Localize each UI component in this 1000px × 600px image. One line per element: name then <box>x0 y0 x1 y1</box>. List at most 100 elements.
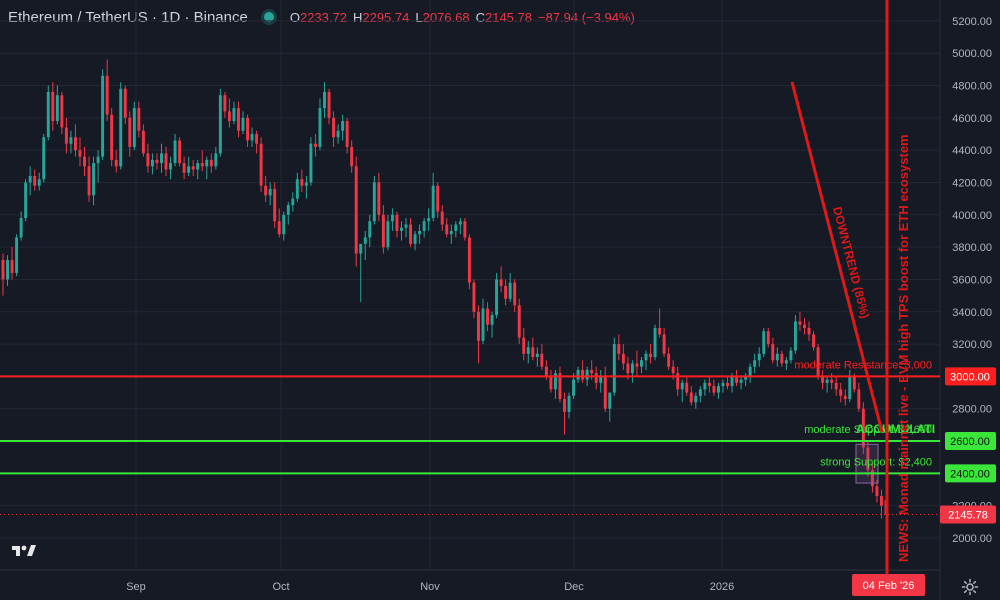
y-tick-label: 4200.00 <box>952 177 992 189</box>
candle-body <box>92 163 96 196</box>
candle-body <box>160 153 163 164</box>
candle-body <box>250 134 254 141</box>
candle-body <box>209 159 213 167</box>
candle-body <box>372 182 376 222</box>
candle-body <box>55 95 59 122</box>
candle-body <box>37 179 41 186</box>
candle-body <box>549 376 553 390</box>
candle-body <box>504 285 508 299</box>
y-tick-label: 3200.00 <box>952 339 992 351</box>
last-price-badge <box>940 505 996 524</box>
candle-body <box>621 353 625 364</box>
y-tick-label: 4800.00 <box>952 81 992 93</box>
candle-body <box>640 360 643 367</box>
candle-body <box>28 176 32 183</box>
candle-body <box>870 470 874 487</box>
candle-body <box>137 108 141 131</box>
candle-body <box>535 353 539 358</box>
candle-body <box>449 230 453 235</box>
candle-body <box>227 111 231 122</box>
candle-body <box>291 198 295 206</box>
x-tick-label: Oct <box>272 581 289 593</box>
candle-body <box>735 376 739 383</box>
candle-body <box>259 143 263 186</box>
candle-body <box>101 75 105 157</box>
candle-body <box>766 331 770 345</box>
y-tick-label: 3600.00 <box>952 274 992 286</box>
level-label: moderate Support: $2,600 <box>804 424 932 436</box>
candle-body <box>350 146 354 167</box>
candle-body <box>848 376 852 400</box>
candle-body <box>517 305 521 338</box>
candle-body <box>327 91 331 118</box>
candle-body <box>69 137 73 144</box>
candle-body <box>671 366 675 374</box>
level-axis-badge <box>945 432 996 451</box>
candle-body <box>590 369 594 374</box>
candle-body <box>662 334 666 354</box>
candle-body <box>553 373 557 390</box>
level-label: strong Support: $2,400 <box>820 456 932 468</box>
candle-body <box>436 185 440 212</box>
candle-body <box>744 376 748 380</box>
candle-body <box>567 395 571 412</box>
candle-body <box>698 389 702 396</box>
candle-body <box>803 324 806 328</box>
candle-body <box>345 121 349 147</box>
gear-icon[interactable] <box>961 578 979 596</box>
candle-body <box>812 334 816 348</box>
candle-body <box>264 185 268 196</box>
candle-body <box>685 382 689 393</box>
candle-body <box>128 117 132 147</box>
candle-body <box>839 389 843 396</box>
candle-body <box>223 95 227 112</box>
candle-body <box>155 159 159 164</box>
candle-body <box>757 353 761 361</box>
candle-body <box>359 243 363 254</box>
y-tick-label: 2000.00 <box>952 533 992 545</box>
candle-body <box>368 221 372 238</box>
candle-body <box>445 224 449 235</box>
candle-body <box>775 353 779 361</box>
candle-body <box>132 108 136 147</box>
low-label: L <box>415 9 423 25</box>
candle-body <box>707 382 711 387</box>
candle-body <box>581 369 585 380</box>
candle-body <box>599 376 603 383</box>
y-tick-label: 3400.00 <box>952 307 992 319</box>
candle-body <box>268 188 272 196</box>
level-axis-label: 3000.00 <box>950 371 990 383</box>
candle-body <box>200 163 204 167</box>
candle-body <box>354 166 358 254</box>
candle-body <box>422 221 426 231</box>
close-label: C <box>475 9 485 25</box>
candle-body <box>694 395 698 403</box>
candle-body <box>169 163 173 170</box>
candle-body <box>753 360 757 367</box>
candle-body <box>789 350 793 361</box>
candle-body <box>667 353 671 367</box>
candle-body <box>712 386 716 393</box>
candle-body <box>630 363 634 374</box>
candle-body <box>843 395 847 400</box>
candle-body <box>680 382 684 390</box>
candle-body <box>409 224 413 244</box>
level-axis-badge <box>945 464 996 483</box>
candle-body <box>762 331 766 354</box>
candle-body <box>526 347 530 354</box>
tradingview-logo-icon[interactable] <box>10 540 38 560</box>
candle-body <box>830 379 834 383</box>
candle-body <box>431 185 435 219</box>
candle-body <box>377 182 381 215</box>
open-label: O <box>289 9 300 25</box>
candle-body <box>164 153 168 170</box>
candle-body <box>196 163 200 170</box>
candle-body <box>540 353 544 367</box>
candle-body <box>277 221 281 235</box>
candle-body <box>716 386 720 393</box>
candle-body <box>10 260 14 273</box>
candle-body <box>495 279 499 315</box>
y-tick-label: 4400.00 <box>952 145 992 157</box>
candle-body <box>232 108 236 122</box>
